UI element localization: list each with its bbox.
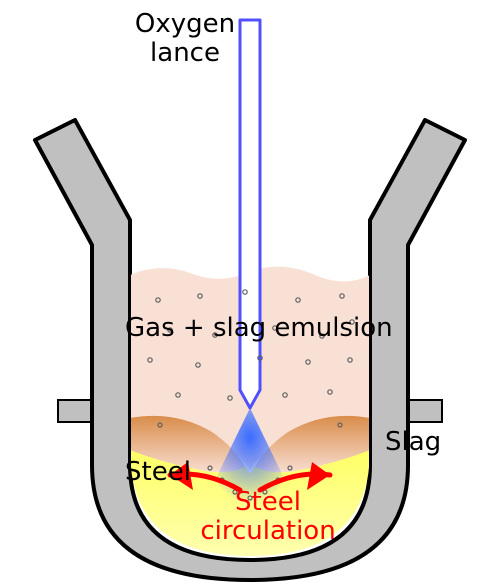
trunnion-right bbox=[408, 400, 442, 422]
steel-label: Steel bbox=[125, 458, 191, 487]
gas-slag-label: Gas + slag emulsion bbox=[125, 314, 393, 343]
steel-circulation-label: Steel circulation bbox=[200, 488, 335, 545]
oxygen-lance-label: Oxygen lance bbox=[135, 10, 235, 67]
slag-label: Slag bbox=[385, 428, 441, 457]
lance-icon bbox=[240, 20, 260, 408]
trunnion-left bbox=[58, 400, 92, 422]
bof-diagram: Oxygen lance Gas + slag emulsion Slag St… bbox=[0, 0, 500, 586]
